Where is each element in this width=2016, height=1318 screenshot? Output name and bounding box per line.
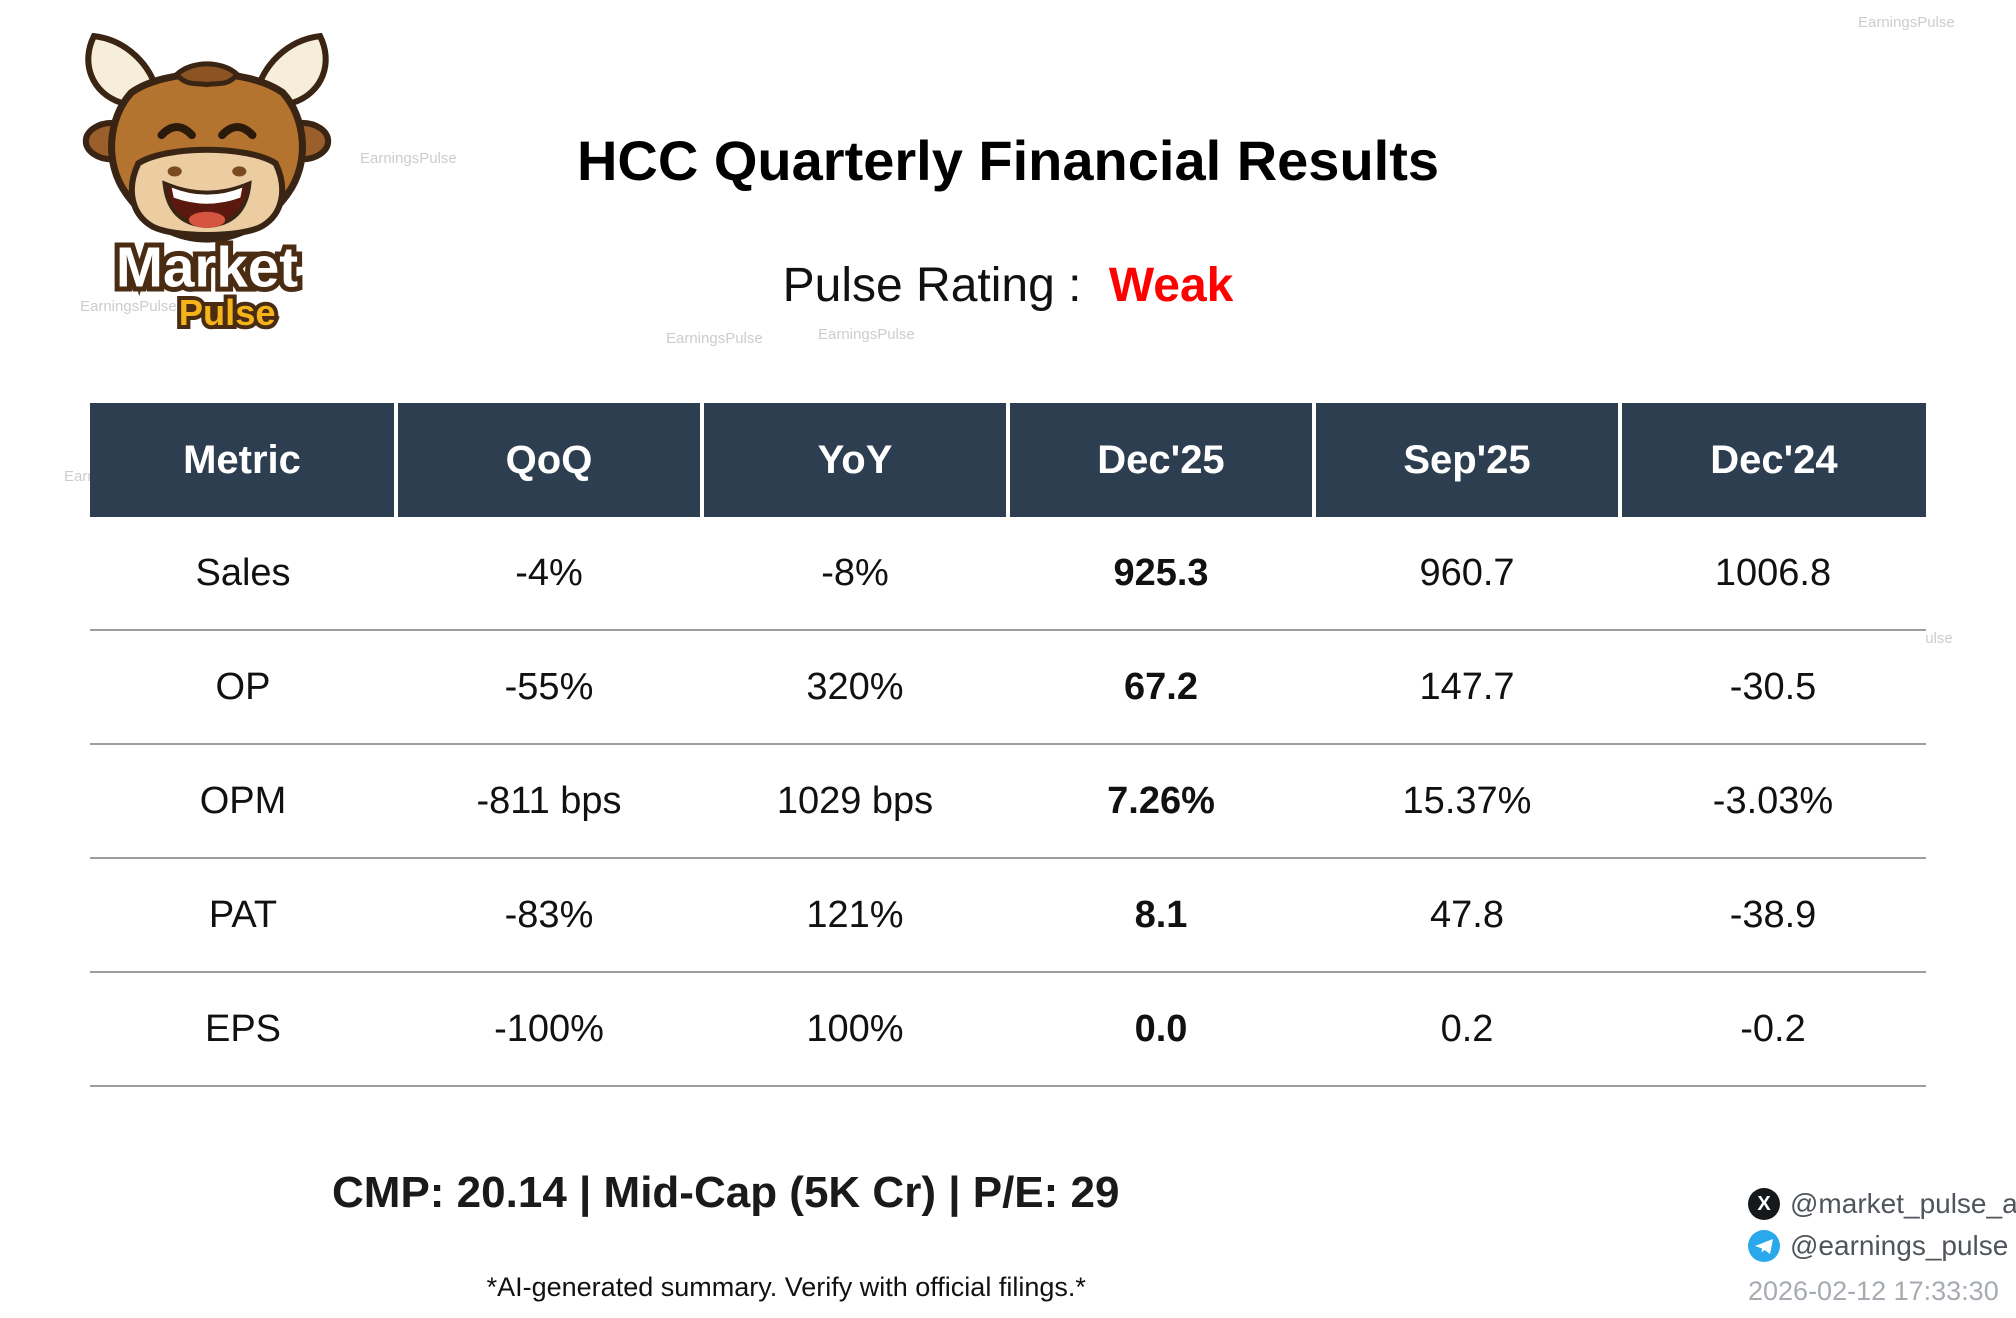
dec24-cell: -0.2 (1620, 972, 1926, 1087)
page-title: HCC Quarterly Financial Results (576, 129, 1439, 192)
table-header-row: Metric QoQ YoY Dec'25 Sep'25 Dec'24 (90, 403, 1926, 517)
watermark: EarningsPulse (818, 326, 915, 343)
dec25-cell: 925.3 (1008, 517, 1314, 631)
quarterly-results-table: Metric QoQ YoY Dec'25 Sep'25 Dec'24 Sale… (90, 403, 1926, 1087)
qoq-cell: -100% (396, 972, 702, 1087)
telegram-icon (1748, 1230, 1780, 1262)
social-block: X @market_pulse_ai @earnings_pulse 2026-… (1748, 1188, 2016, 1307)
qoq-cell: -55% (396, 630, 702, 745)
telegram-handle: @earnings_pulse (1790, 1230, 2009, 1261)
timestamp: 2026-02-12 17:33:30 (1748, 1276, 1999, 1306)
sep25-cell: 0.2 (1314, 972, 1620, 1087)
sep25-cell: 47.8 (1314, 858, 1620, 973)
watermark: EarningsPulse (1858, 14, 1955, 31)
col-header-yoy: YoY (702, 403, 1010, 517)
metric-cell: OPM (90, 744, 396, 859)
yoy-cell: 121% (702, 858, 1008, 973)
dec24-cell: -30.5 (1620, 630, 1926, 745)
table-row: PAT -83% 121% 8.1 47.8 -38.9 (90, 858, 1926, 973)
yoy-cell: -8% (702, 517, 1008, 631)
x-handle-row: X @market_pulse_ai (1748, 1188, 2016, 1220)
logo-wordmark-pulse: Pulse (179, 292, 276, 333)
cmp-summary-line: CMP: 20.14 | Mid-Cap (5K Cr) | P/E: 29 (332, 1168, 1120, 1217)
table-row: OP -55% 320% 67.2 147.7 -30.5 (90, 630, 1926, 745)
yoy-cell: 1029 bps (702, 744, 1008, 859)
pulse-rating-value: Weak (1108, 259, 1234, 312)
table-row: EPS -100% 100% 0.0 0.2 -0.2 (90, 972, 1926, 1087)
dec24-cell: -3.03% (1620, 744, 1926, 859)
yoy-cell: 100% (702, 972, 1008, 1087)
watermark: EarningsPulse (80, 298, 177, 315)
pulse-rating-label: Pulse Rating : (782, 259, 1082, 312)
market-pulse-logo: Market Pulse (62, 22, 352, 337)
col-header-dec25: Dec'25 (1008, 403, 1316, 517)
sep25-cell: 960.7 (1314, 517, 1620, 631)
metric-cell: OP (90, 630, 396, 745)
metric-cell: Sales (90, 517, 396, 631)
dec25-cell: 67.2 (1008, 630, 1314, 745)
table-row: OPM -811 bps 1029 bps 7.26% 15.37% -3.03… (90, 744, 1926, 859)
qoq-cell: -4% (396, 517, 702, 631)
bull-logo-icon: Market Pulse (82, 32, 332, 337)
pulse-rating-line: Pulse Rating : Weak (0, 258, 2016, 313)
table-row: Sales -4% -8% 925.3 960.7 1006.8 (90, 517, 1926, 631)
telegram-handle-row: @earnings_pulse (1748, 1230, 2016, 1262)
metric-cell: EPS (90, 972, 396, 1087)
disclaimer-text: *AI-generated summary. Verify with offic… (486, 1272, 1086, 1302)
qoq-cell: -811 bps (396, 744, 702, 859)
dec25-cell: 8.1 (1008, 858, 1314, 973)
qoq-cell: -83% (396, 858, 702, 973)
col-header-qoq: QoQ (396, 403, 704, 517)
dec24-cell: 1006.8 (1620, 517, 1926, 631)
yoy-cell: 320% (702, 630, 1008, 745)
sep25-cell: 15.37% (1314, 744, 1620, 859)
logo-wordmark-market: Market (116, 236, 298, 299)
col-header-sep25: Sep'25 (1314, 403, 1622, 517)
sep25-cell: 147.7 (1314, 630, 1620, 745)
watermark: EarningsPulse (666, 330, 763, 347)
watermark: EarningsPulse (360, 150, 457, 167)
dec24-cell: -38.9 (1620, 858, 1926, 973)
col-header-dec24: Dec'24 (1620, 403, 1926, 517)
col-header-metric: Metric (90, 403, 398, 517)
x-handle: @market_pulse_ai (1790, 1188, 2016, 1219)
dec25-cell: 0.0 (1008, 972, 1314, 1087)
x-icon: X (1748, 1188, 1780, 1220)
dec25-cell: 7.26% (1008, 744, 1314, 859)
metric-cell: PAT (90, 858, 396, 973)
